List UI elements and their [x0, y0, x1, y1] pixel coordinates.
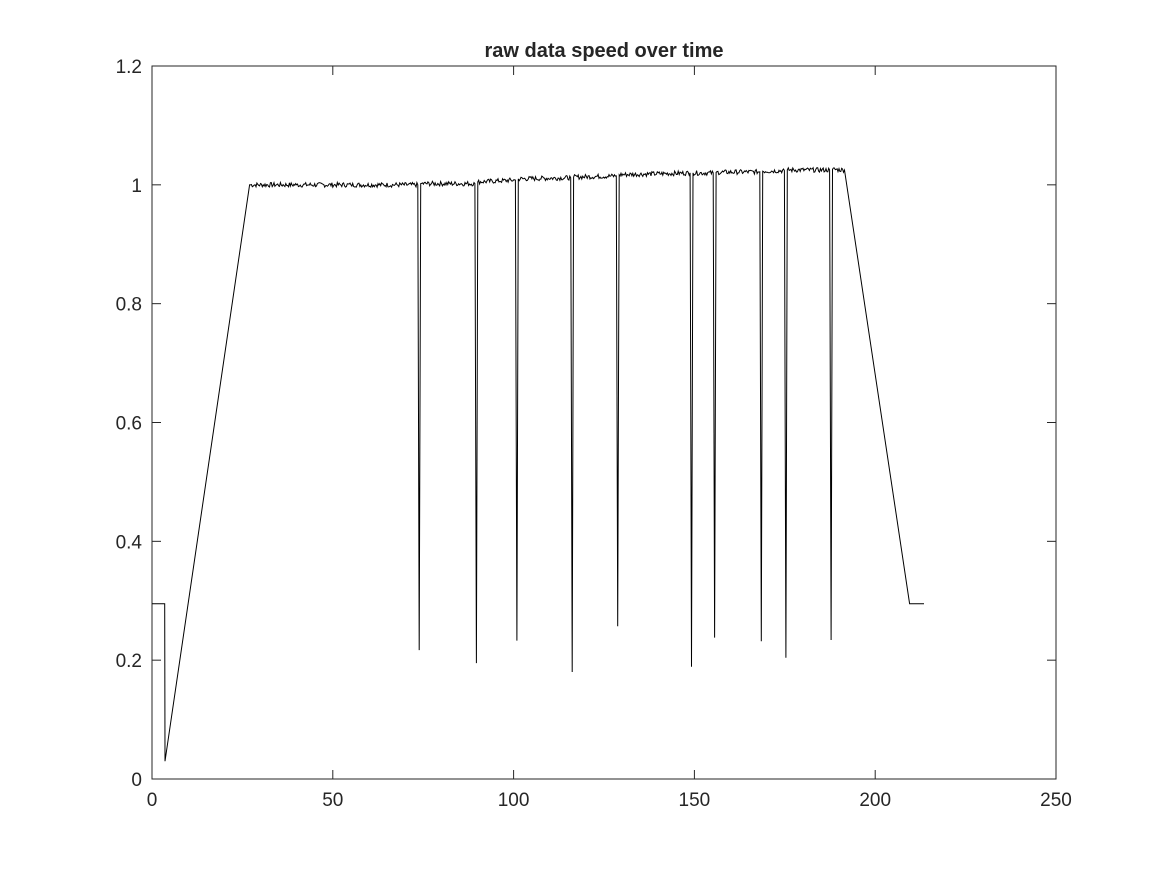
y-tick-label: 0.2	[116, 651, 142, 672]
x-tick-label: 250	[1040, 790, 1072, 811]
y-tick-label: 0	[131, 770, 142, 791]
x-tick-label: 150	[679, 790, 711, 811]
tick-labels: 0 50 100 150 200 250 0 0.2 0.4 0.6 0.8 1 1.2	[116, 57, 1072, 811]
x-tick-label: 200	[859, 790, 891, 811]
tick-marks	[151, 65, 1057, 780]
y-tick-label: 0.6	[116, 414, 142, 435]
chart-title: raw data speed over time	[485, 40, 724, 62]
y-tick-label: 0.4	[116, 532, 143, 553]
y-tick-label: 1.2	[116, 57, 142, 78]
speed-series-line	[152, 166, 924, 762]
x-tick-label: 0	[147, 790, 158, 811]
y-tick-label: 1	[131, 176, 142, 197]
y-tick-label: 0.8	[116, 295, 142, 316]
x-tick-label: 100	[498, 790, 530, 811]
x-tick-label: 50	[322, 790, 343, 811]
